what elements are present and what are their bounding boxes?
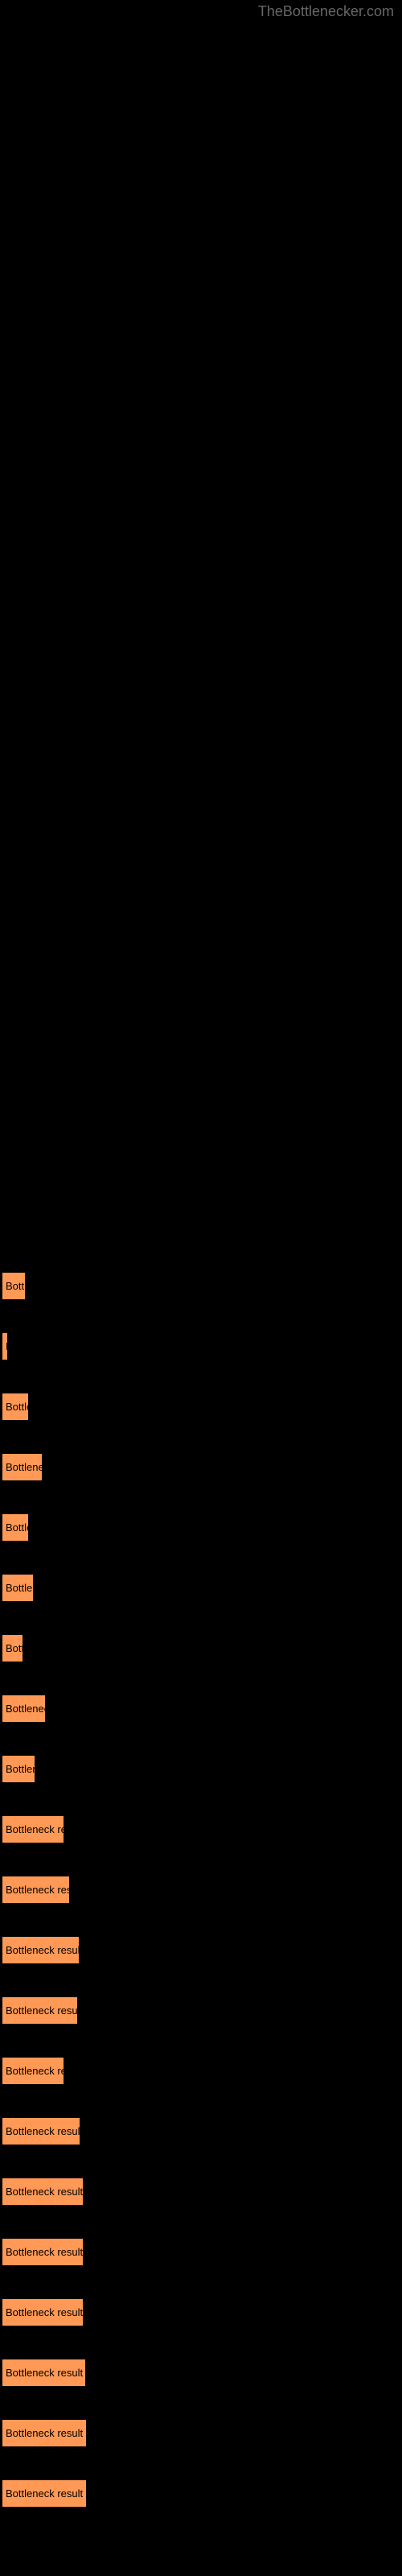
- bar-row: Bottleneck result: [2, 2399, 87, 2447]
- bar: Bottleneck resul: [2, 1876, 70, 1904]
- bar-row: Bottleneck result: [2, 2218, 87, 2266]
- bar: Bottleneck res: [2, 2057, 64, 2085]
- bar: Bottleneck r: [2, 1695, 46, 1723]
- bar: Bottleneck: [2, 1453, 43, 1481]
- bar: Bottlene: [2, 1755, 35, 1783]
- bar: Bottleneck result: [2, 2117, 80, 2145]
- bar-row: Bottlen: [2, 1493, 87, 1542]
- bar-row: Bottleneck: [2, 1433, 87, 1481]
- bar: Bottleneck result: [2, 1996, 78, 2025]
- bar-row: Bottlene: [2, 1735, 87, 1783]
- bar-row: Bottleneck result: [2, 2278, 87, 2326]
- bar-row: Bottleneck result: [2, 1976, 87, 2025]
- bar-row: Bottleneck result: [2, 2097, 87, 2145]
- bar-row: Bottleneck r: [2, 1674, 87, 1723]
- bar: Bottleneck result: [2, 2238, 84, 2266]
- bar: Bottleneck res: [2, 1815, 64, 1843]
- watermark-text: TheBottlenecker.com: [258, 3, 394, 20]
- bar-row: B: [2, 1312, 87, 1360]
- bar: Bottleneck result: [2, 2298, 84, 2326]
- bar-row: Bottleneck result: [2, 2157, 87, 2206]
- bar-row: Bottlene: [2, 1554, 87, 1602]
- bar: Bottleneck result: [2, 1936, 80, 1964]
- chart-container: Bottle B Bottlen Bottleneck Bottlen Bottlene B…: [2, 1252, 87, 2520]
- bar-row: Bottleneck resul: [2, 1856, 87, 1904]
- bar-row: Bottleneck result: [2, 2339, 87, 2387]
- bar: Bottleneck result: [2, 2359, 86, 2387]
- bar-row: Bottleneck result: [2, 1916, 87, 1964]
- bar: Bottl: [2, 1634, 23, 1662]
- bar: Bottleneck result: [2, 2419, 87, 2447]
- bar: Bottlen: [2, 1513, 29, 1542]
- bar: Bottle: [2, 1272, 26, 1300]
- bar: B: [2, 1332, 8, 1360]
- bar: Bottlene: [2, 1574, 34, 1602]
- bar-row: Bottlen: [2, 1373, 87, 1421]
- bar-row: Bottleneck res: [2, 2037, 87, 2085]
- bar: Bottleneck result: [2, 2479, 87, 2508]
- bar-row: Bottleneck res: [2, 1795, 87, 1843]
- bar-row: Bottle: [2, 1252, 87, 1300]
- bar-row: Bottleneck result: [2, 2459, 87, 2508]
- bar-row: Bottl: [2, 1614, 87, 1662]
- bar: Bottleneck result: [2, 2178, 84, 2206]
- bar: Bottlen: [2, 1393, 29, 1421]
